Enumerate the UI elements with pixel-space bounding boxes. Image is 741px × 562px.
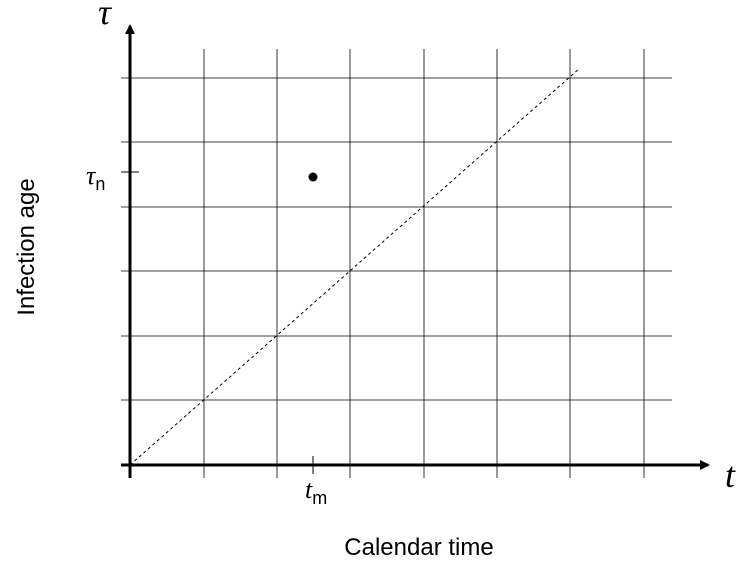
- t-axis-symbol: t: [725, 455, 736, 495]
- tau-n-base: τ: [86, 161, 97, 190]
- t-m-label: tm: [305, 475, 327, 508]
- t-m-base: t: [305, 475, 313, 504]
- data-point: [308, 172, 318, 182]
- tau-n-label: τn: [86, 161, 105, 194]
- diagonal-dashed-line: [129, 67, 581, 466]
- t-m-sub: m: [312, 488, 327, 508]
- y-axis-label: Infection age: [13, 178, 40, 315]
- tau-axis-symbol: τ: [98, 0, 112, 32]
- grid: [121, 49, 672, 478]
- x-axis-label: Calendar time: [344, 534, 493, 561]
- tau-n-sub: n: [95, 174, 105, 194]
